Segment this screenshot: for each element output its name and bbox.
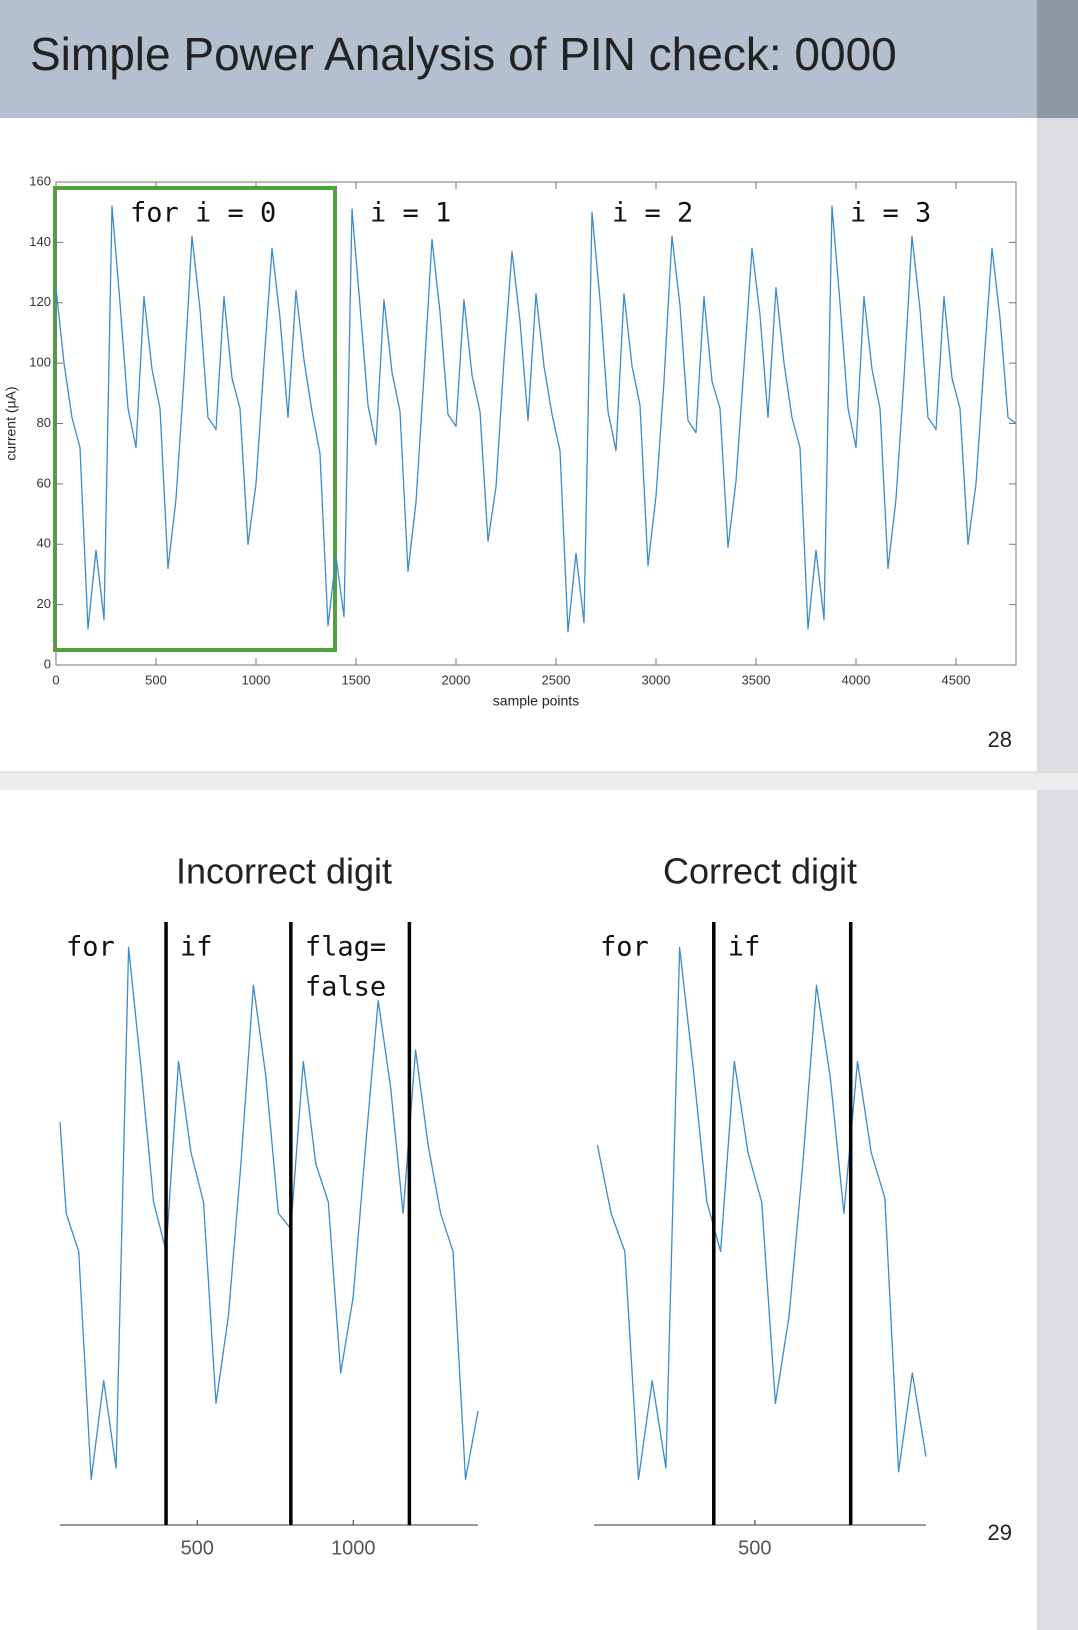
x-tick-label: 2000 bbox=[442, 672, 471, 687]
slide-gap bbox=[0, 772, 1078, 790]
x-tick-label: 1000 bbox=[331, 1537, 376, 1559]
highlight-box bbox=[53, 186, 337, 652]
y-tick-label: 100 bbox=[29, 355, 51, 370]
annotation: i = 3 bbox=[850, 198, 931, 229]
y-axis-label: current (µA) bbox=[3, 386, 19, 460]
segment-label: if bbox=[180, 932, 213, 963]
header-band bbox=[0, 0, 1078, 118]
annotation: i = 2 bbox=[612, 198, 693, 229]
y-tick-label: 0 bbox=[44, 656, 51, 671]
x-tick-label: 4500 bbox=[942, 672, 971, 687]
page-number: 29 bbox=[988, 1520, 1012, 1545]
y-tick-label: 20 bbox=[37, 596, 51, 611]
y-tick-label: 40 bbox=[37, 536, 51, 551]
x-tick-label: 3000 bbox=[642, 672, 671, 687]
side-shadow bbox=[1037, 118, 1078, 772]
side-shadow bbox=[1037, 790, 1078, 1630]
x-tick-label: 2500 bbox=[542, 672, 571, 687]
y-tick-label: 140 bbox=[29, 234, 51, 249]
x-axis-label: sample points bbox=[493, 693, 579, 709]
trace bbox=[55, 205, 1017, 633]
segment-label: if bbox=[728, 932, 761, 963]
panel-title: Incorrect digit bbox=[176, 851, 392, 892]
x-tick-label: 1500 bbox=[342, 672, 371, 687]
page-number: 28 bbox=[988, 727, 1012, 752]
slide-title: Simple Power Analysis of PIN check: 0000 bbox=[30, 28, 897, 80]
trace bbox=[596, 946, 927, 1481]
segment-label: false bbox=[305, 972, 386, 1003]
x-tick-label: 500 bbox=[181, 1537, 214, 1559]
y-tick-label: 120 bbox=[29, 294, 51, 309]
segment-label: for bbox=[600, 932, 649, 963]
panel-title: Correct digit bbox=[663, 851, 857, 892]
y-tick-label: 160 bbox=[29, 173, 51, 188]
segment-label: for bbox=[66, 932, 115, 963]
side-shadow bbox=[1037, 0, 1078, 118]
x-tick-label: 500 bbox=[145, 672, 167, 687]
y-tick-label: 80 bbox=[37, 415, 51, 430]
x-tick-label: 500 bbox=[738, 1537, 771, 1559]
segment-label: flag= bbox=[305, 932, 386, 963]
x-tick-label: 3500 bbox=[742, 672, 771, 687]
x-tick-label: 0 bbox=[52, 672, 59, 687]
annotation: for i = 0 bbox=[130, 198, 276, 229]
x-tick-label: 4000 bbox=[842, 672, 871, 687]
y-tick-label: 60 bbox=[37, 475, 51, 490]
x-tick-label: 1000 bbox=[242, 672, 271, 687]
annotation: i = 1 bbox=[370, 198, 451, 229]
trace bbox=[59, 946, 479, 1481]
